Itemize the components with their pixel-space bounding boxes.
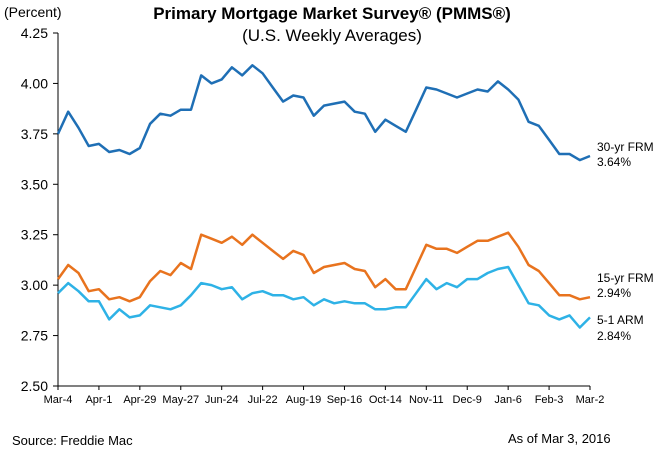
y-tick-label: 3.50 [21, 176, 48, 192]
series-label-arm: 5-1 ARM [597, 313, 644, 327]
x-tick-label: Jan-6 [494, 394, 522, 406]
y-axis-unit-label: (Percent) [4, 4, 62, 20]
as-of-date: As of Mar 3, 2016 [508, 431, 611, 446]
x-tick-label: Sep-16 [327, 394, 362, 406]
y-tick-label: 2.50 [21, 378, 48, 394]
y-tick-label: 4.00 [21, 75, 48, 91]
x-tick-label: Dec-9 [453, 394, 482, 406]
series-label-30yr: 30-yr FRM [597, 140, 654, 154]
y-tick-label: 2.75 [21, 328, 48, 344]
x-tick-label: Apr-29 [123, 394, 156, 406]
x-tick-label: Jun-24 [205, 394, 239, 406]
series-label-15yr: 15-yr FRM [597, 271, 654, 285]
y-axis-ticks: 2.50 2.75 3.00 3.25 3.50 3.75 4.00 4.25 [21, 25, 58, 394]
chart-subtitle: (U.S. Weekly Averages) [242, 26, 422, 45]
x-tick-label: Feb-3 [535, 394, 564, 406]
x-tick-label: Nov-11 [409, 394, 444, 406]
x-tick-label: Mar-2 [576, 394, 605, 406]
y-tick-label: 3.25 [21, 227, 48, 243]
x-tick-label: Jul-22 [248, 394, 278, 406]
source-note: Source: Freddie Mac [12, 433, 133, 448]
series-lines [56, 64, 591, 329]
x-tick-label: Mar-4 [44, 394, 73, 406]
series-line-5-1-arm [57, 265, 591, 329]
series-value-30yr: 3.64% [597, 155, 631, 169]
x-tick-label: May-27 [162, 394, 199, 406]
series-value-arm: 2.84% [597, 329, 631, 343]
series-value-15yr: 2.94% [597, 286, 631, 300]
x-tick-label: Apr-1 [85, 394, 112, 406]
chart-title: Primary Mortgage Market Survey® (PMMS®) [153, 4, 511, 23]
series-line-15yr-frm [56, 231, 591, 303]
axes [57, 33, 590, 387]
x-tick-label: Aug-19 [286, 394, 321, 406]
series-line-30yr-frm [56, 64, 591, 162]
y-tick-label: 3.75 [21, 126, 48, 142]
y-tick-label: 4.25 [21, 25, 48, 41]
y-tick-label: 3.00 [21, 277, 48, 293]
x-axis-ticks: Mar-4 Apr-1 Apr-29 May-27 Jun-24 Jul-22 Aug-19… [44, 386, 605, 406]
x-tick-label: Oct-14 [369, 394, 402, 406]
